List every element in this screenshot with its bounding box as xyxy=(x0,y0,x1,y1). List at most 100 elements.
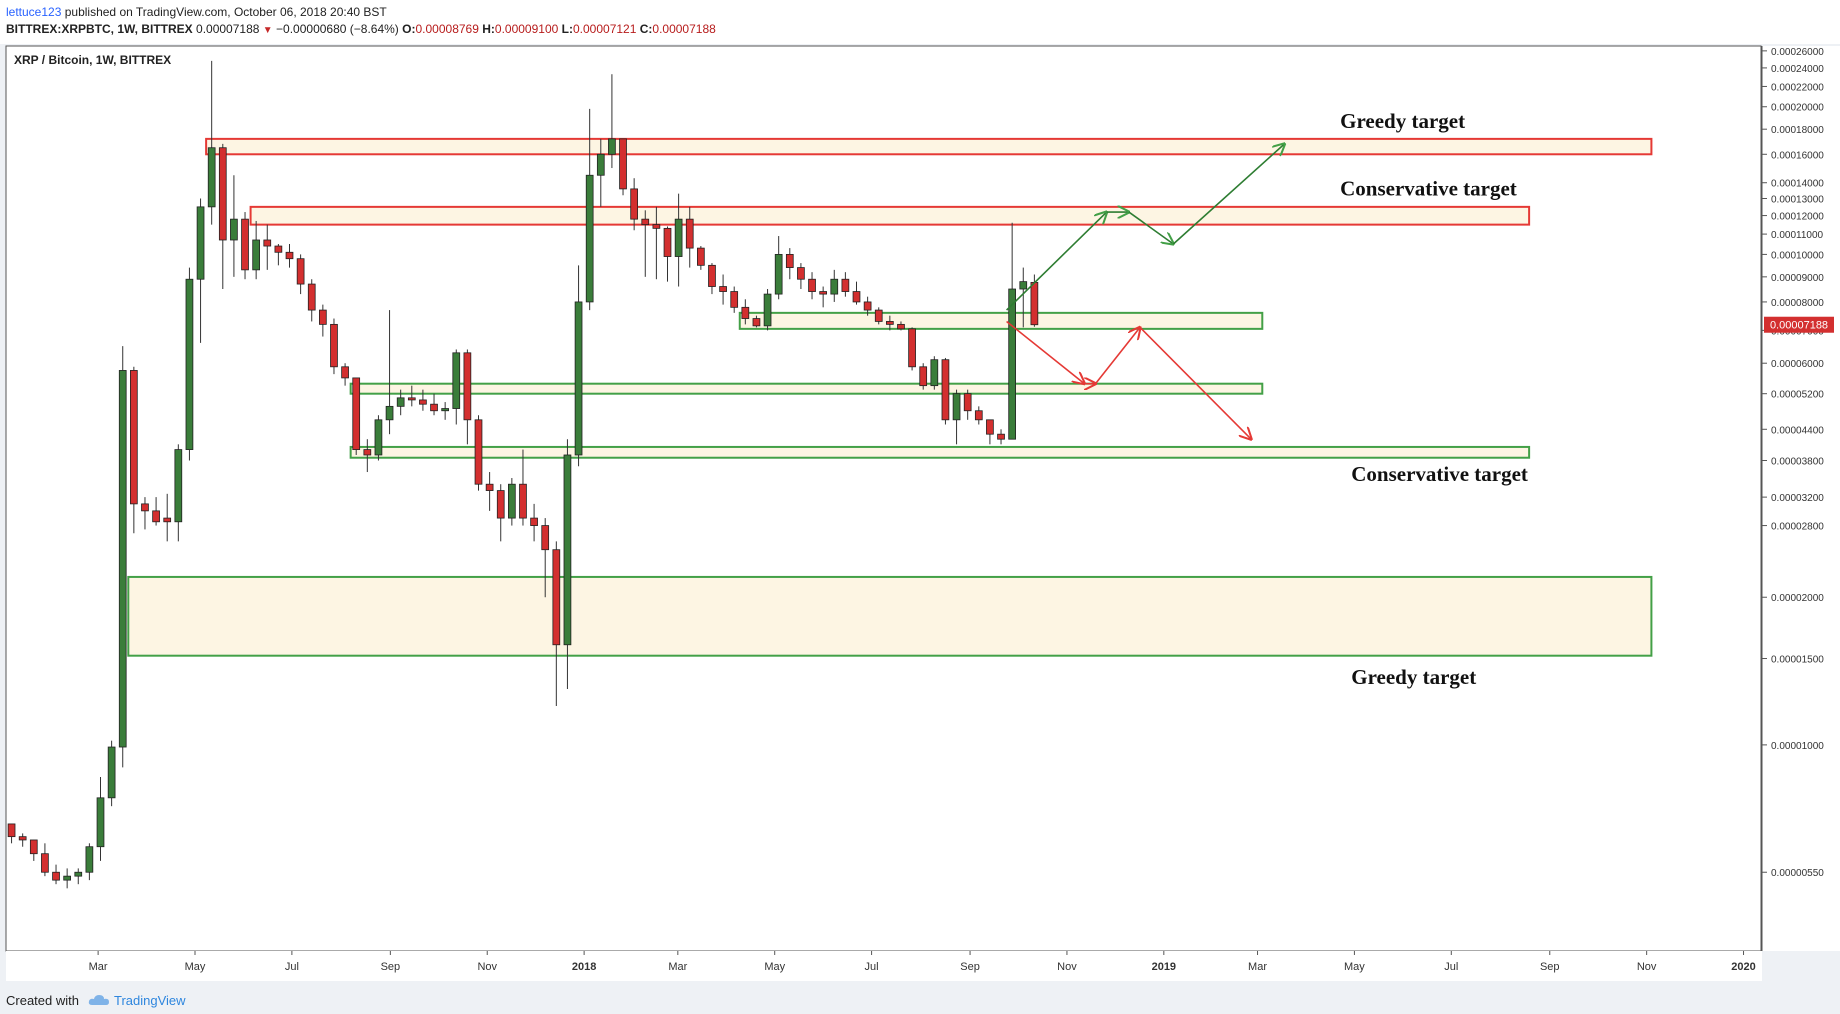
y-tick-label: 0.00009000 xyxy=(1771,273,1824,284)
candle xyxy=(730,286,739,313)
candle-body xyxy=(485,483,494,491)
y-tick-label: 0.00001000 xyxy=(1771,741,1824,752)
candle-body xyxy=(719,286,727,292)
candle-body xyxy=(830,278,839,295)
y-tick-label: 0.00011000 xyxy=(1771,230,1824,241)
y-tick-label: 0.00010000 xyxy=(1771,250,1824,261)
candle xyxy=(107,740,116,807)
candle-body xyxy=(741,306,750,319)
author-link[interactable]: lettuce123 xyxy=(6,5,62,19)
candle xyxy=(263,224,272,270)
candle xyxy=(207,60,216,225)
green-zone xyxy=(349,445,1531,459)
y-tick-label: 0.00002000 xyxy=(1771,593,1824,604)
x-tick-label: Jul xyxy=(865,961,879,973)
candle-body xyxy=(663,227,672,257)
candle-body xyxy=(1030,281,1039,326)
candle xyxy=(974,406,983,425)
candle-body xyxy=(997,433,1005,440)
candle xyxy=(96,777,105,861)
candle xyxy=(152,497,160,526)
candle xyxy=(797,263,805,290)
candle xyxy=(530,503,538,542)
candle xyxy=(74,868,83,885)
high-value: 0.00009100 xyxy=(494,22,559,36)
candle-body xyxy=(774,253,783,295)
candle-body xyxy=(163,517,172,523)
candle xyxy=(52,864,60,885)
candle-body xyxy=(697,247,705,266)
target-annotation: Conservative target xyxy=(1340,176,1517,200)
y-tick-label: 0.00002800 xyxy=(1771,522,1824,533)
candle xyxy=(218,143,227,290)
candle xyxy=(930,356,939,390)
candle xyxy=(741,299,750,325)
candle-body xyxy=(530,517,538,526)
candle-body xyxy=(563,454,572,646)
candle xyxy=(463,349,472,445)
candle xyxy=(29,839,38,861)
candle-body xyxy=(185,278,194,450)
candle xyxy=(63,868,71,889)
candle xyxy=(141,497,149,530)
target-annotation: Greedy target xyxy=(1340,109,1465,133)
candle xyxy=(841,272,850,297)
green-path-arrow xyxy=(1172,144,1284,245)
price-chart[interactable]: Greedy target Conservative target Conserva… xyxy=(0,0,1840,986)
candle-body xyxy=(141,503,149,512)
candle-body xyxy=(230,218,238,241)
candle-body xyxy=(808,278,816,292)
x-tick-label: Mar xyxy=(668,961,687,973)
candle xyxy=(719,274,727,305)
candle xyxy=(819,286,827,308)
time-axis[interactable] xyxy=(6,951,1762,981)
candle xyxy=(652,206,661,280)
x-tick-label: Nov xyxy=(1637,961,1657,973)
candle-body xyxy=(96,797,105,848)
candle-body xyxy=(952,393,961,421)
candle xyxy=(274,244,283,266)
y-tick-label: 0.00020000 xyxy=(1771,103,1824,114)
candle-body xyxy=(463,352,472,421)
candle xyxy=(596,138,605,207)
y-tick-label: 0.00016000 xyxy=(1771,150,1824,161)
x-tick-label: Sep xyxy=(1540,961,1560,973)
tradingview-brand[interactable]: TradingView xyxy=(114,993,186,1008)
x-tick-label: Mar xyxy=(89,961,108,973)
candle xyxy=(897,321,905,331)
candle-body xyxy=(685,218,694,249)
candle xyxy=(174,444,183,542)
candle xyxy=(608,74,616,169)
candle xyxy=(163,493,172,542)
candle-body xyxy=(41,853,49,873)
y-tick-label: 0.00022000 xyxy=(1771,82,1824,93)
candle xyxy=(419,389,427,411)
candle-body xyxy=(130,370,138,505)
candle xyxy=(619,138,627,196)
y-tick-label: 0.00012000 xyxy=(1771,212,1824,223)
close-label: C: xyxy=(639,22,653,36)
candle xyxy=(341,363,349,386)
x-tick-label: 2019 xyxy=(1152,961,1176,973)
candle xyxy=(430,393,438,416)
chart-title: XRP / Bitcoin, 1W, BITTREX xyxy=(14,53,171,67)
y-tick-label: 0.00024000 xyxy=(1771,64,1824,75)
candle xyxy=(708,263,716,295)
y-tick-label: 0.00003800 xyxy=(1771,457,1824,468)
footer: Created with TradingView xyxy=(0,986,1840,1014)
candle-body xyxy=(152,510,160,523)
candle xyxy=(986,419,994,445)
candle-body xyxy=(1019,281,1028,290)
plot-area xyxy=(5,45,1762,952)
price-axis[interactable] xyxy=(1762,46,1840,951)
green-zone xyxy=(738,311,1264,330)
candle xyxy=(630,178,638,231)
low-value: 0.00007121 xyxy=(572,22,637,36)
candle-body xyxy=(285,251,294,260)
candle xyxy=(407,385,416,407)
candle-body xyxy=(407,397,416,401)
candle-body xyxy=(274,245,283,253)
red-path-arrow xyxy=(1006,320,1085,383)
red-path-arrow xyxy=(1139,326,1251,439)
last-price: 0.00007188 xyxy=(196,22,260,36)
